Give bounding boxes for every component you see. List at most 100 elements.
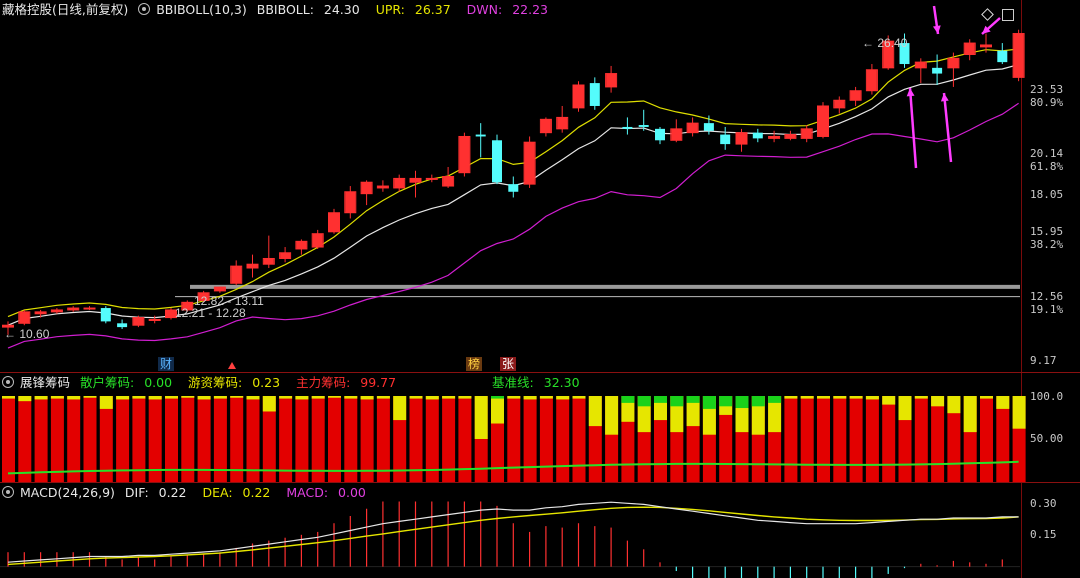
chip-main-bar [18,396,32,482]
ranking-marker[interactable]: 榜 [466,357,483,371]
price-chart-pane[interactable]: 藏格控股(日线,前复权) BBIBOLL(10,3) BBIBOLL: 24.3… [0,0,1080,372]
chip-main-bar [50,396,64,482]
chip-hot-bar [539,396,553,399]
chip-main-bar [328,396,341,482]
candle-body [769,136,780,139]
chip-main-bar [230,396,244,482]
chip-retail-bar [768,396,782,403]
macd-pane[interactable]: MACD(24,26,9) DIF: 0.22 DEA: 0.22 MACD: … [0,482,1080,578]
chip-title[interactable]: 展锋筹码 [20,375,71,390]
pane-divider-1[interactable] [0,372,1080,373]
chip-main-bar [931,396,945,482]
chip-retail-bar [702,396,716,409]
candle-body [964,43,975,55]
chip-hot-bar [474,396,488,439]
dif-label: DIF: [124,485,149,500]
chip-main-bar [980,396,993,482]
up-arrow-icon[interactable] [228,362,236,369]
high-annotation: ← 26.40 [862,36,908,50]
stock-title[interactable]: 藏格控股(日线,前复权) [2,2,129,17]
yaxis-price-3: 15.95 [1030,225,1064,238]
chip-main-bar [719,396,733,482]
chip-hot-bar [230,396,244,398]
arrow-head [906,88,915,97]
chip-hot-bar [311,396,325,399]
main-force-label: 主力筹码: [296,375,351,390]
chip-hot-bar [947,396,961,414]
chip-hot-bar [344,396,358,399]
candle-body [117,323,128,328]
chip-main-bar [116,396,130,482]
candle-body [1013,33,1024,78]
chip-main-bar [148,396,162,482]
chip-main-bar [2,396,15,482]
candle-body [948,58,959,68]
chip-hot-bar [605,396,619,435]
chip-main-bar [197,396,211,482]
candle-body [834,100,845,108]
candle-body [524,142,535,185]
yaxis-pct-4: 19.1% [1030,303,1064,316]
candle-body [589,83,600,106]
chip-main-bar [311,396,325,482]
chip-hot-bar [116,396,130,400]
pane-divider-2[interactable] [0,482,1080,483]
macd-chart[interactable] [0,482,1080,578]
chip-hot-bar [800,396,814,399]
chip-main-bar [442,396,456,482]
chip-indicator-pane[interactable]: 展锋筹码 散户筹码: 0.00 游资筹码: 0.23 主力筹码: 99.77 基… [0,372,1080,482]
chip-main-bar [279,396,293,482]
arrow-head [982,25,991,34]
finance-marker[interactable]: 财 [158,357,175,371]
candle-body [655,128,665,141]
candlestick-chart[interactable] [0,0,1080,372]
gear-icon[interactable] [138,3,151,15]
candle-body [801,128,812,139]
candle-body [214,287,225,291]
gear-icon[interactable] [2,376,14,388]
candle-body [703,123,714,131]
chip-chart[interactable] [0,372,1080,482]
chip-retail-bar [654,396,667,403]
candle-body [932,67,943,74]
chip-hot-bar [99,396,113,409]
chip-hot-bar [181,396,195,398]
candle-body [182,302,193,310]
base-line [7,460,1019,475]
chip-main-bar [539,396,553,482]
macd-yaxis-1: 0.15 [1030,528,1057,541]
gear-icon[interactable] [2,486,14,498]
candle-body [443,176,454,187]
chip-retail-bar [491,396,504,399]
indicator-name[interactable]: BBIBOLL(10,3) [156,2,247,17]
chip-hot-bar [980,396,993,399]
chip-hot-bar [996,396,1010,409]
chip-hot-bar [262,396,276,412]
range-label-2: 12.21 - 12.28 [175,306,246,320]
candle-body [133,317,144,326]
chip-main-bar [295,396,309,482]
base-line-label: 基准线: [492,375,534,390]
macd-title[interactable]: MACD(24,26,9) [20,485,115,500]
candle-body [557,117,568,129]
low-annotation: ← 10.60 [4,327,50,341]
chip-hot-bar [393,396,407,421]
chip-hot-bar [360,396,374,400]
arrow-line [942,92,953,163]
chip-hot-bar [686,396,700,427]
chip-main-bar [507,396,521,482]
dwn-value: 22.23 [512,2,548,17]
retail-value: 0.00 [144,375,173,390]
restore-window-icon[interactable] [1002,9,1014,21]
limit-up-marker[interactable]: 张 [500,357,517,371]
chip-main-bar [914,396,928,482]
upr-line [7,48,1019,318]
chip-hot-bar [523,396,537,400]
retail-label: 散户筹码: [80,375,135,390]
chip-main-bar [262,396,276,482]
candle-body [818,105,828,137]
candle-body [35,311,46,314]
chip-main-bar [213,396,227,482]
candle-body [68,308,79,310]
chip-hot-bar [442,396,456,399]
